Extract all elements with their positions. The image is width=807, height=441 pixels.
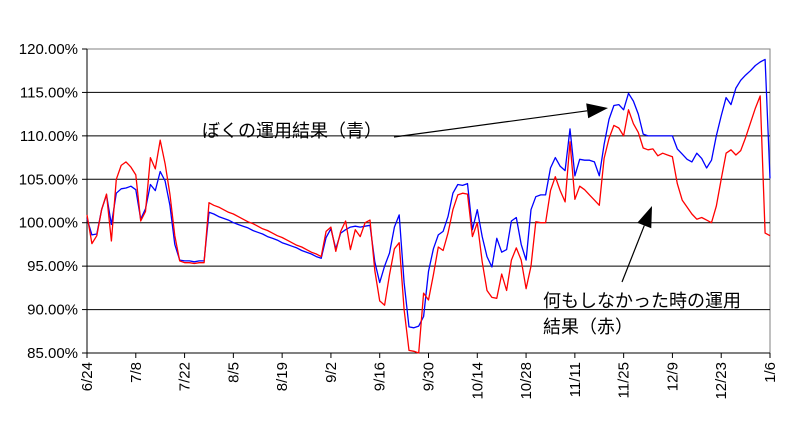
y-tick-label: 85.00% (27, 345, 78, 362)
x-tick-label: 11/11 (567, 362, 584, 397)
x-tick-label: 10/28 (518, 362, 535, 400)
plot-area (86, 48, 771, 354)
series-red-line (86, 95, 771, 354)
x-tick-label: 8/19 (274, 362, 291, 391)
series-blue-line (86, 58, 771, 329)
annotation-blue-series-label: ぼくの運用結果（青） (202, 121, 382, 141)
y-tick-label: 110.00% (20, 128, 78, 145)
x-tick-label: 12/9 (664, 362, 681, 391)
x-axis-labels: 6/24 7/8 7/22 8/5 8/19 9/2 9/16 9/30 10/14 10/28 1… (79, 362, 779, 400)
x-tick-label: 12/23 (713, 362, 730, 400)
x-tick-label: 7/8 (128, 362, 145, 383)
x-tick-label: 6/24 (79, 362, 96, 391)
gridlines (87, 91, 770, 311)
annotation-red-series-label-line1: 何もしなかった時の運用 (543, 291, 741, 311)
y-tick-label: 100.00% (19, 215, 78, 232)
y-axis-labels: 120.00% 115.00% 110.00% 105.00% 100.00% 95.00… (19, 41, 78, 362)
x-tick-label: 9/2 (323, 362, 340, 383)
x-tick-label: 10/14 (469, 362, 486, 400)
x-tick-label: 9/16 (372, 362, 389, 391)
annotation-arrow-to-blue-line (393, 103, 608, 138)
y-tick-label: 120.00% (19, 41, 78, 58)
x-tick-label: 8/5 (225, 362, 242, 383)
y-tick-label: 105.00% (19, 171, 78, 188)
y-tick-label: 115.00% (20, 84, 78, 101)
axes (82, 48, 771, 358)
y-tick-label: 90.00% (27, 302, 78, 319)
x-tick-label: 9/30 (421, 362, 438, 391)
x-tick-label: 7/22 (177, 362, 194, 391)
annotation-red-series-label-line2: 結果（赤） (543, 317, 633, 337)
annotation-arrow-to-red-line (621, 206, 652, 283)
x-tick-label: 11/25 (616, 362, 633, 398)
x-tick-label: 1/6 (762, 362, 779, 383)
y-tick-label: 95.00% (27, 258, 78, 275)
